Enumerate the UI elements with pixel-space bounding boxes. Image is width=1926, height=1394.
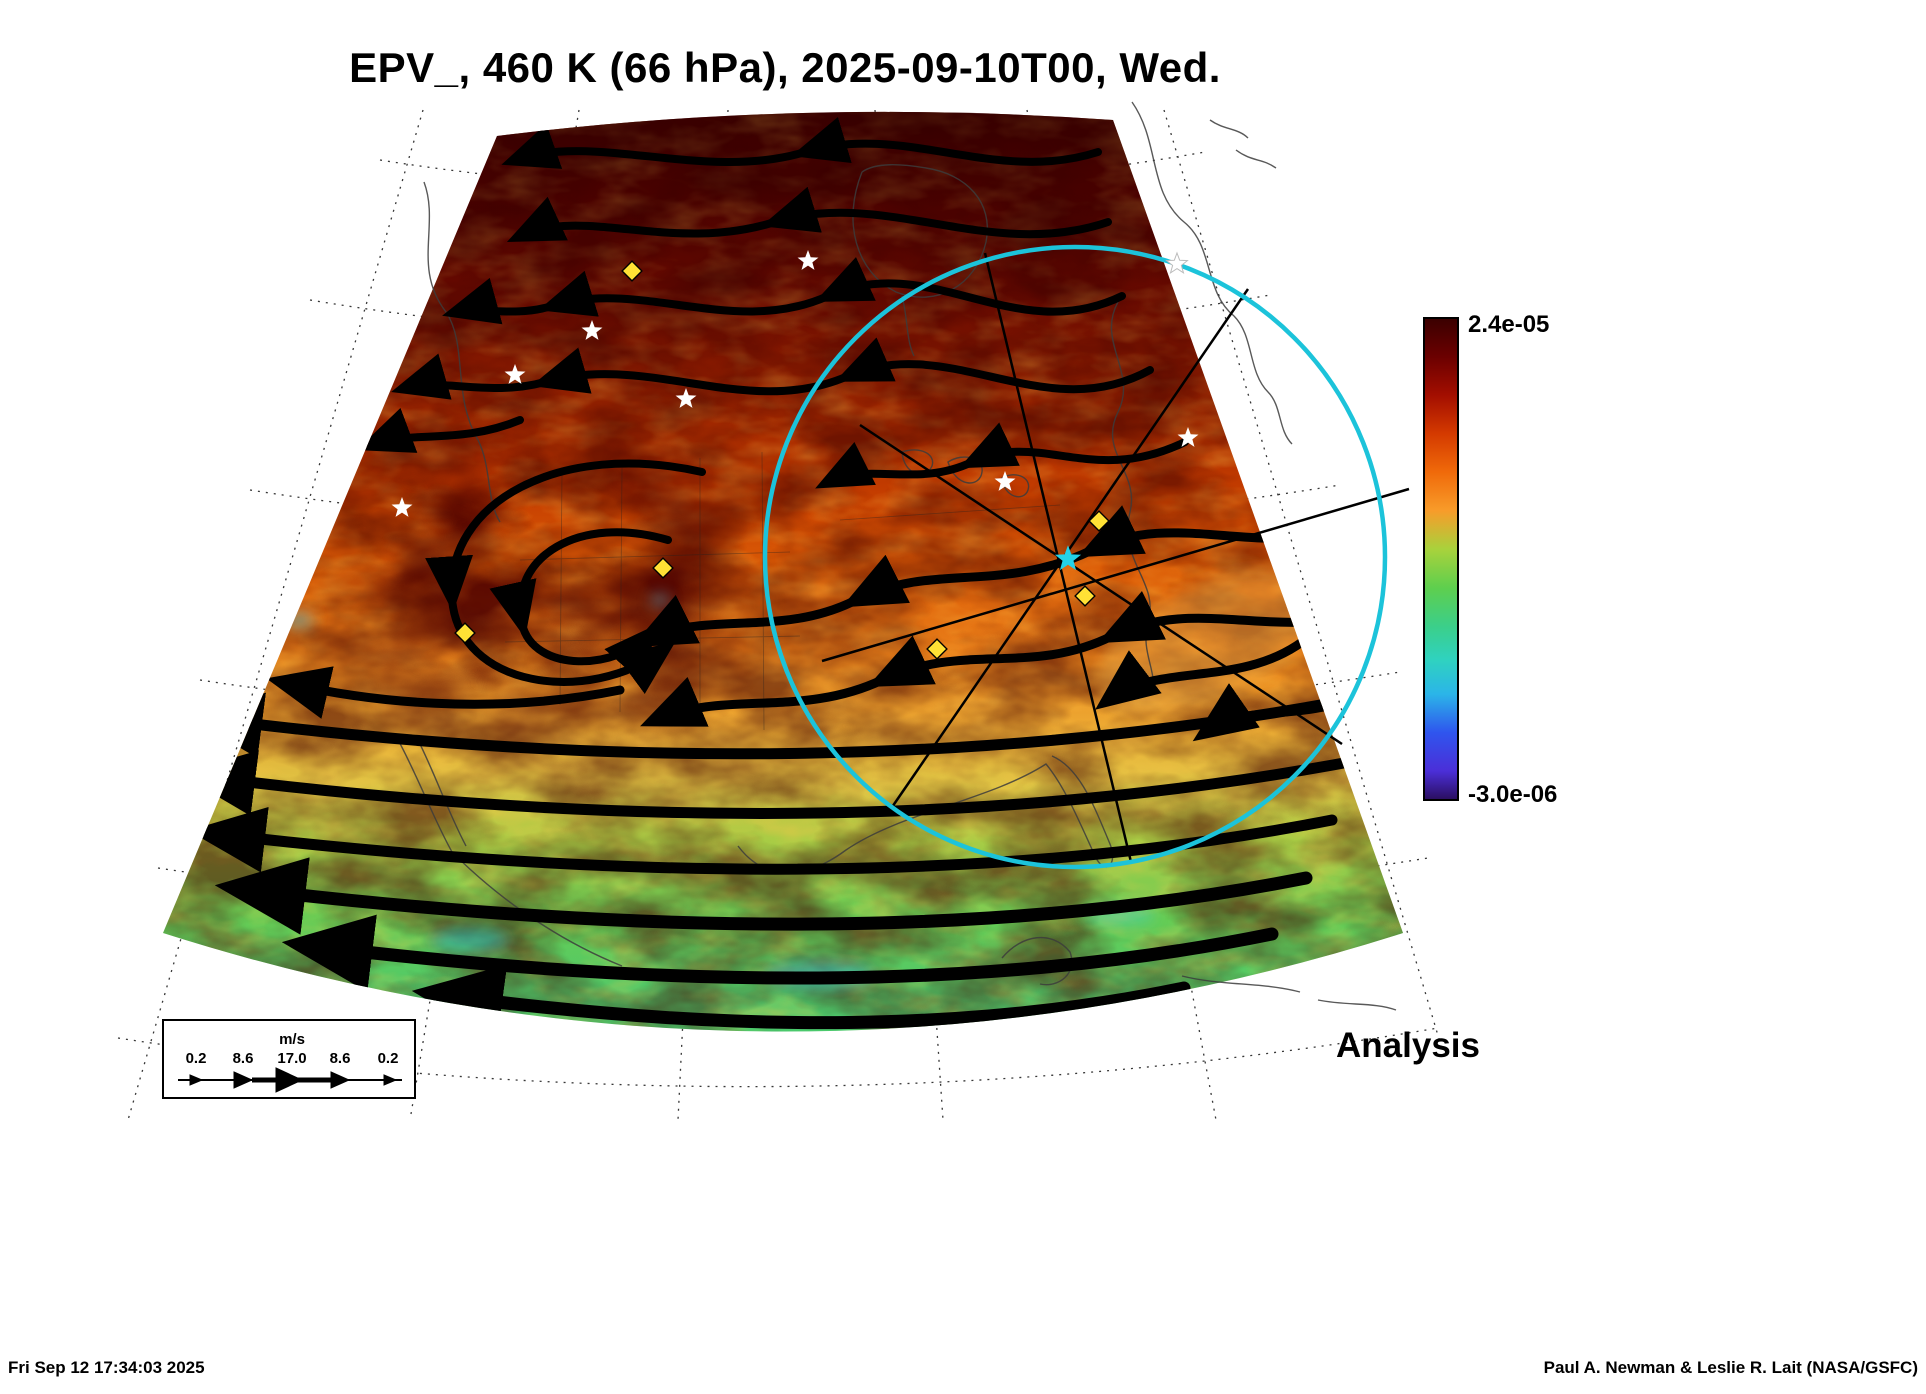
legend-speed-label: 0.2 xyxy=(378,1050,399,1067)
star-marker xyxy=(1166,252,1188,274)
legend-units-label: m/s xyxy=(279,1031,305,1048)
generation-timestamp: Fri Sep 12 17:34:03 2025 xyxy=(8,1358,205,1377)
colorbar xyxy=(1423,317,1459,801)
legend-speed-label: 8.6 xyxy=(330,1050,351,1067)
wind-streamlines xyxy=(178,117,1401,1032)
legend-speed-label: 8.6 xyxy=(233,1050,254,1067)
page-title: EPV_, 460 K (66 hPa), 2025-09-10T00, Wed… xyxy=(349,44,1221,91)
wind-speed-legend: m/s 0.2 8.6 17.0 8.6 0.2 xyxy=(162,1019,416,1099)
credit-text: Paul A. Newman & Leslie R. Lait (NASA/GS… xyxy=(1543,1358,1918,1377)
range-circle xyxy=(762,244,1388,870)
colorbar-max-label: 2.4e-05 xyxy=(1468,311,1550,338)
legend-arrow-glyph xyxy=(178,1067,402,1093)
colorbar-min-label: -3.0e-06 xyxy=(1468,781,1558,808)
legend-speed-label: 0.2 xyxy=(186,1050,207,1067)
analysis-label: Analysis xyxy=(1336,1026,1480,1065)
legend-speed-label: 17.0 xyxy=(277,1050,306,1067)
